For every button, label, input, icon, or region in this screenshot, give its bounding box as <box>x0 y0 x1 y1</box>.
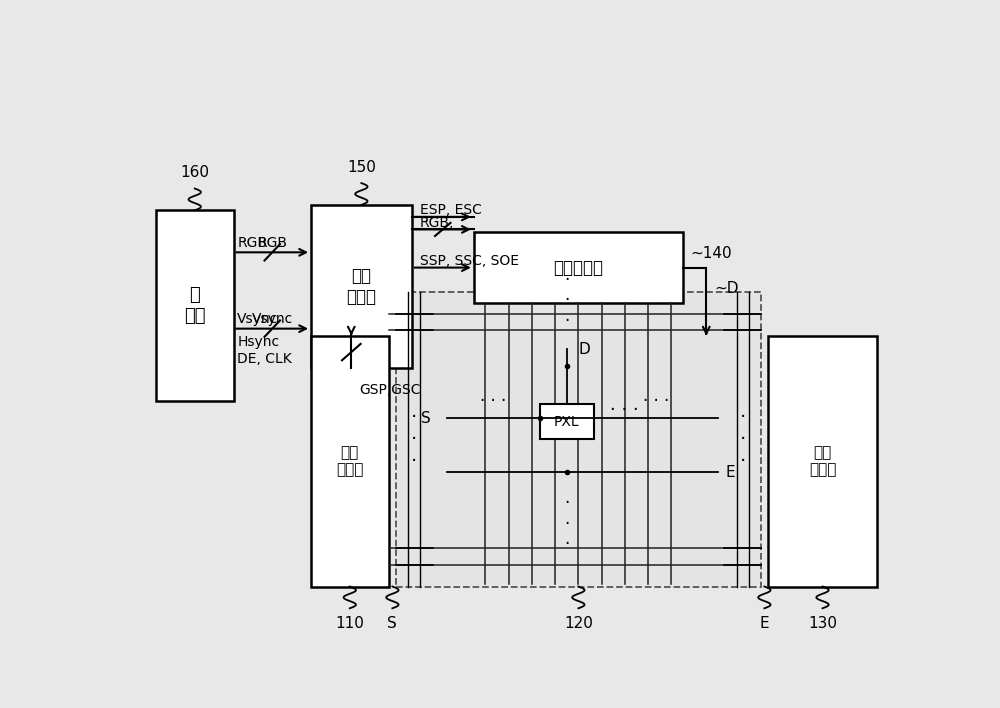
Text: E: E <box>726 464 735 479</box>
Text: D: D <box>578 342 590 357</box>
Text: RGB,: RGB, <box>420 216 454 230</box>
Bar <box>311 336 388 586</box>
Text: SSP, SSC, SOE: SSP, SSC, SOE <box>420 254 518 268</box>
Text: 数据驱动器: 数据驱动器 <box>553 258 603 277</box>
Text: · · ·: · · · <box>480 392 506 410</box>
Text: RGB: RGB <box>237 236 267 249</box>
Bar <box>474 232 683 303</box>
Bar <box>396 292 761 586</box>
Text: S: S <box>421 411 431 426</box>
Text: ·
·
·: · · · <box>411 408 417 471</box>
Text: 110: 110 <box>335 617 364 632</box>
Text: ·
·
·: · · · <box>564 494 569 554</box>
Text: · · ·: · · · <box>643 392 669 410</box>
Text: 160: 160 <box>180 166 209 181</box>
Text: ·
·
·: · · · <box>740 408 746 471</box>
Text: 主
系统: 主 系统 <box>184 286 206 325</box>
Text: 150: 150 <box>347 160 376 175</box>
Text: Hsync
DE, CLK: Hsync DE, CLK <box>237 336 292 365</box>
Bar <box>156 210 234 401</box>
Text: Vsync: Vsync <box>252 312 293 326</box>
Bar <box>540 404 594 439</box>
Text: 发射
驱动器: 发射 驱动器 <box>809 445 836 477</box>
Text: E: E <box>760 617 769 632</box>
Text: ~140: ~140 <box>691 246 732 261</box>
Text: Vsync: Vsync <box>237 312 279 326</box>
Text: 扫描
驱动器: 扫描 驱动器 <box>336 445 363 477</box>
Text: ~D: ~D <box>714 281 738 297</box>
Text: ·
·
·: · · · <box>564 270 569 330</box>
Bar <box>768 336 877 586</box>
Text: 120: 120 <box>564 617 593 632</box>
Text: · · ·: · · · <box>541 401 570 419</box>
Text: GSP,GSC: GSP,GSC <box>359 383 421 397</box>
Text: 130: 130 <box>808 617 837 632</box>
Text: · · ·: · · · <box>610 401 639 419</box>
Text: PXL: PXL <box>554 415 580 428</box>
Text: 时序
控制器: 时序 控制器 <box>346 267 376 306</box>
Text: ESP, ESC: ESP, ESC <box>420 203 481 217</box>
Text: S: S <box>388 617 397 632</box>
Bar <box>311 205 412 368</box>
Text: RGB: RGB <box>257 236 287 249</box>
